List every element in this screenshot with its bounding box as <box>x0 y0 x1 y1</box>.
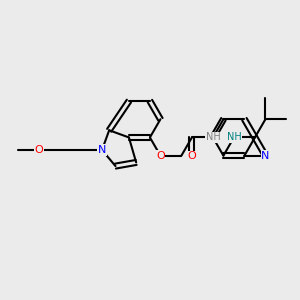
Text: NH: NH <box>226 132 241 142</box>
Text: NH: NH <box>206 132 220 142</box>
Text: O: O <box>156 151 165 160</box>
Text: N: N <box>261 151 270 160</box>
Text: N: N <box>98 145 106 155</box>
Text: O: O <box>34 145 43 155</box>
Text: O: O <box>188 151 196 161</box>
